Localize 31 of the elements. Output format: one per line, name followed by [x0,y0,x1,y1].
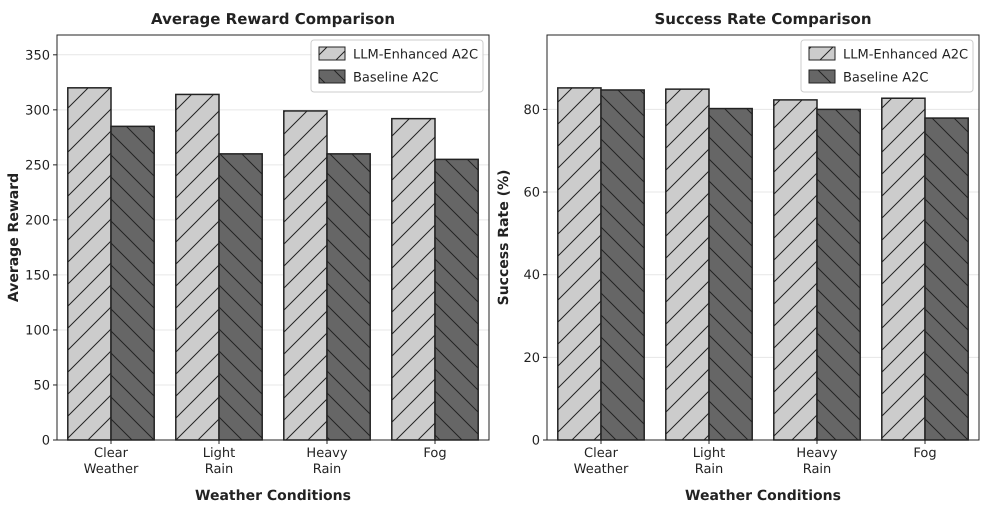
x-tick-label: Clear Weather [84,446,140,477]
x-tick-label: Heavy Rain [796,446,838,477]
legend-label: LLM-Enhanced A2C [353,48,478,63]
x-axis-title: Weather Conditions [195,488,351,504]
x-tick-label: Fog [913,446,937,461]
y-tick-label: 200 [25,213,50,228]
y-tick-label: 20 [523,350,540,366]
x-tick-label: Light Rain [202,446,236,477]
x-tick-label: Heavy Rain [306,446,348,477]
chart-title: Success Rate Comparison [654,10,872,28]
legend-label: Baseline A2C [843,70,928,86]
y-tick-label: 50 [33,378,50,394]
y-tick-label: 40 [523,268,540,284]
y-tick-label: 0 [42,434,50,449]
x-tick-label: Clear Weather [574,446,630,477]
y-tick-label: 150 [25,268,50,284]
y-tick-label: 0 [532,434,540,449]
y-tick-label: 250 [25,158,50,174]
y-tick-label: 80 [523,102,540,118]
y-axis-title: Average Reward [6,172,22,302]
y-tick-label: 300 [25,103,50,118]
y-axis-title: Success Rate (%) [496,170,512,306]
y-tick-label: 60 [523,186,540,201]
chart-title: Average Reward Comparison [151,10,395,28]
x-tick-label: Light Rain [692,446,726,477]
x-axis-title: Weather Conditions [685,488,841,504]
y-tick-label: 350 [25,48,50,64]
y-tick-label: 100 [25,323,50,338]
legend-label: LLM-Enhanced A2C [843,48,968,63]
legend-label: Baseline A2C [353,70,438,86]
x-tick-label: Fog [423,446,447,461]
